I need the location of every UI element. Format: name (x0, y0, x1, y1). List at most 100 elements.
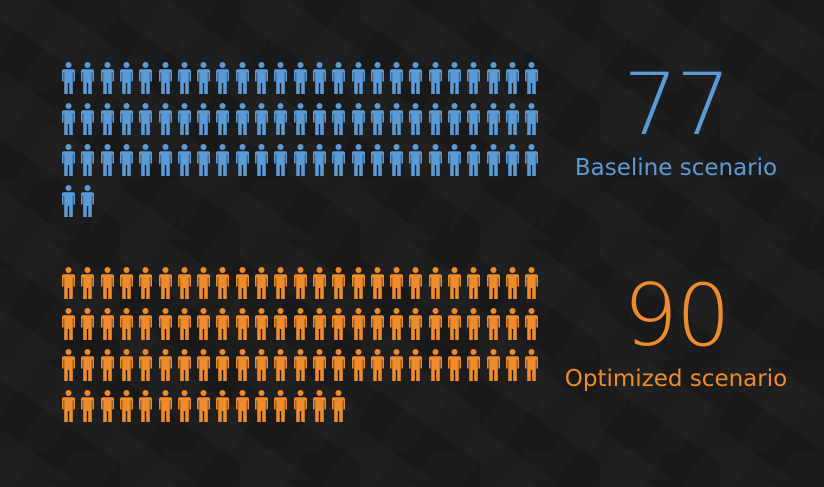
person-icon (62, 103, 75, 135)
person-icon (409, 267, 423, 299)
person-icon (293, 144, 307, 176)
person-icon (139, 62, 153, 94)
person-icon (235, 103, 249, 135)
person-icon (293, 390, 307, 422)
person-icon (274, 62, 288, 94)
person-icon (332, 62, 346, 94)
person-icon (62, 62, 75, 94)
person-icon (235, 144, 249, 176)
person-icon (81, 103, 95, 135)
person-icon (505, 267, 519, 299)
person-icon (448, 144, 461, 176)
person-icon (81, 349, 95, 381)
person-icon (119, 62, 133, 94)
person-icon (505, 144, 519, 176)
person-icon (467, 308, 481, 340)
person-icon (351, 349, 365, 381)
person-icon (467, 349, 481, 381)
person-icon (119, 103, 133, 135)
person-icon (448, 267, 461, 299)
person-icon (158, 308, 172, 340)
person-icon (119, 349, 133, 381)
person-icon (119, 308, 133, 340)
person-icon (274, 349, 288, 381)
person-icon (486, 103, 500, 135)
person-icon (177, 103, 191, 135)
person-icon (100, 390, 114, 422)
person-icon (274, 267, 288, 299)
person-icon (428, 349, 442, 381)
person-icon (428, 267, 442, 299)
person-icon (62, 185, 75, 217)
optimized-stat: 90 Optimized scenario (560, 273, 792, 393)
person-icon (139, 144, 153, 176)
person-icon (255, 62, 268, 94)
person-icon (216, 62, 230, 94)
person-icon (332, 267, 346, 299)
person-icon (525, 349, 539, 381)
person-icon (351, 144, 365, 176)
person-icon (370, 267, 384, 299)
person-icon (448, 103, 461, 135)
person-icon (158, 144, 172, 176)
person-icon (525, 267, 539, 299)
person-icon (332, 103, 346, 135)
person-icon (428, 308, 442, 340)
person-icon (505, 62, 519, 94)
person-icon (119, 390, 133, 422)
person-icon (255, 349, 268, 381)
person-icon (139, 267, 153, 299)
person-icon (255, 390, 268, 422)
person-icon (448, 62, 461, 94)
person-icon (62, 349, 75, 381)
person-icon (216, 267, 230, 299)
baseline-value: 77 (623, 55, 730, 155)
person-icon (62, 144, 75, 176)
person-icon (370, 144, 384, 176)
person-icon (158, 267, 172, 299)
person-icon (312, 308, 326, 340)
person-icon (197, 308, 211, 340)
person-icon (370, 62, 384, 94)
optimized-value: 90 (623, 266, 730, 366)
person-icon (332, 349, 346, 381)
person-icon (409, 144, 423, 176)
person-icon (525, 62, 539, 94)
person-icon (332, 308, 346, 340)
person-icon (312, 267, 326, 299)
optimized-label: Optimized scenario (564, 366, 788, 392)
person-icon (81, 185, 95, 217)
person-icon (525, 308, 539, 340)
person-icon (293, 308, 307, 340)
person-icon (62, 390, 75, 422)
person-icon (293, 103, 307, 135)
person-icon (525, 103, 539, 135)
person-icon (486, 308, 500, 340)
person-icon (293, 267, 307, 299)
person-icon (139, 349, 153, 381)
person-icon (158, 349, 172, 381)
person-icon (197, 144, 211, 176)
person-icon (351, 62, 365, 94)
person-icon (235, 267, 249, 299)
person-icon (119, 144, 133, 176)
person-icon (370, 103, 384, 135)
person-icon (390, 62, 404, 94)
person-icon (255, 144, 268, 176)
person-icon (197, 103, 211, 135)
person-icon (428, 62, 442, 94)
person-icon (100, 349, 114, 381)
person-icon (390, 308, 404, 340)
person-icon (486, 349, 500, 381)
person-icon (216, 103, 230, 135)
person-icon (100, 62, 114, 94)
person-icon (100, 308, 114, 340)
person-icon (486, 62, 500, 94)
person-icon (216, 308, 230, 340)
person-icon (81, 144, 95, 176)
person-icon (158, 103, 172, 135)
person-icon (235, 390, 249, 422)
person-icon (390, 349, 404, 381)
person-icon (216, 390, 230, 422)
person-icon (158, 62, 172, 94)
